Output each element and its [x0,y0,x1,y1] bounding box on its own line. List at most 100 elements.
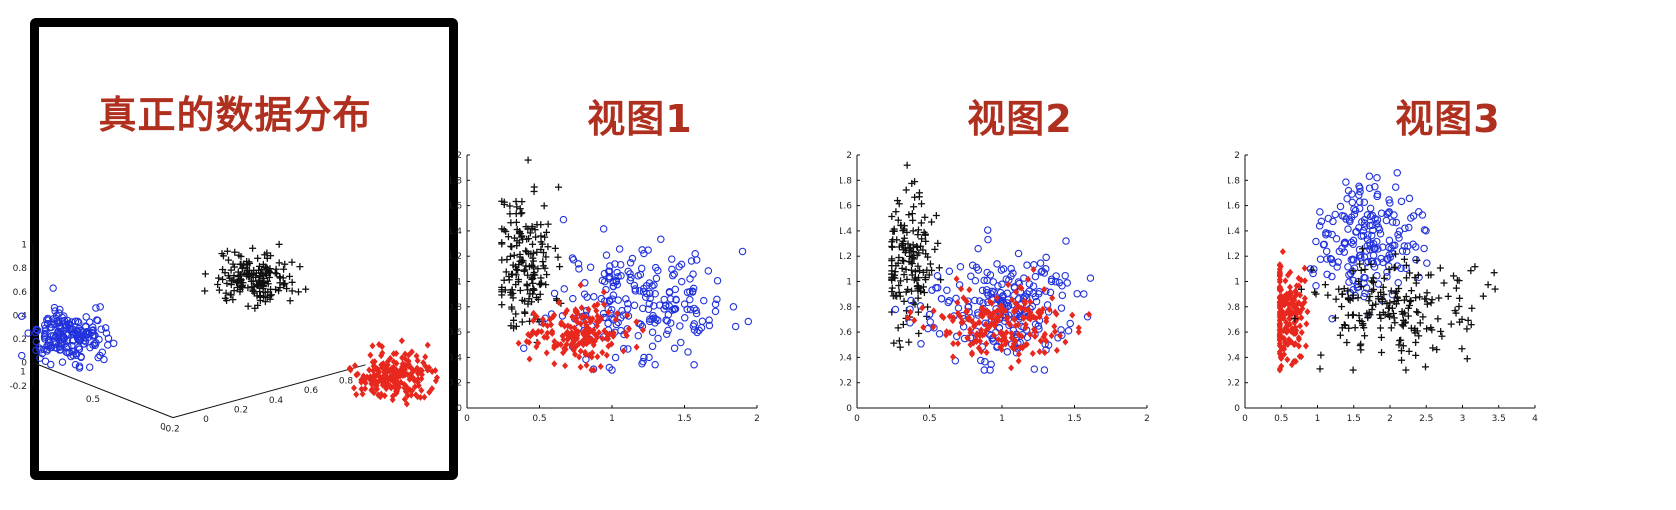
data-point [1373,258,1382,266]
data-point [1484,281,1492,289]
data-point [46,335,54,344]
data-point [1036,259,1045,267]
data-point [1399,310,1407,318]
x-tick-label: 1.5 [1347,414,1361,424]
data-point [1021,299,1028,307]
y-tick-label: 0.2 [450,379,462,389]
data-point [1349,236,1358,245]
data-point [506,210,514,218]
data-point [522,247,530,255]
data-point [604,330,611,338]
data-point [937,295,946,303]
data-point [944,298,952,307]
data-point [512,218,520,226]
data-point [930,307,937,315]
data-point [893,236,901,244]
data-point [498,256,506,264]
data-point [1338,212,1346,220]
data-point [533,313,540,321]
data-point [1062,237,1070,245]
y-tick-label: 0 [1234,404,1240,414]
data-point [973,337,980,345]
data-point [585,305,592,313]
data-point [516,250,524,258]
data-point [523,337,530,345]
data-point [971,322,978,330]
data-point [578,314,585,322]
data-point [909,227,917,235]
data-point [1344,287,1352,295]
data-point [676,322,684,330]
data-point [1293,327,1300,335]
data-point [354,370,361,378]
data-point [1394,297,1402,305]
data-point [252,273,260,281]
data-point [266,292,274,300]
data-point [918,200,926,208]
data-point [900,297,908,305]
data-point [998,280,1006,289]
data-point [1301,264,1308,272]
data-point [978,286,987,295]
y-tick-label: 0.2 [1228,379,1240,389]
data-point [387,354,394,362]
data-point [1039,305,1046,313]
data-point [623,332,630,340]
data-point [890,339,898,347]
data-point [244,302,252,310]
data-point [624,299,632,308]
data-point [946,312,953,320]
data-point [543,271,551,279]
data-point [512,271,520,279]
data-point [1312,237,1320,246]
data-point [1057,304,1066,312]
data-point [986,323,993,331]
data-point [32,325,41,334]
data-point [1018,304,1025,312]
data-point [1308,266,1316,274]
data-point [992,320,999,328]
data-point [900,225,908,233]
data-point [1406,269,1414,277]
x-tick-label: 0.6 [304,386,319,396]
data-point [660,295,669,304]
data-point [1292,287,1299,295]
data-point [626,259,635,267]
data-point [1287,288,1294,296]
data-point [296,263,304,271]
data-point [532,233,540,241]
x-tick-label: 2 [1144,414,1150,424]
data-point [1345,271,1353,279]
data-point [1464,316,1472,324]
data-point [981,306,988,314]
data-point [1447,320,1455,328]
data-point [259,269,267,277]
data-point [1276,321,1283,329]
data-point [533,248,541,256]
data-point [926,260,934,268]
data-point [72,349,80,358]
data-point [1019,344,1026,352]
data-point [1276,299,1283,307]
y-tick-label: 1.8 [1228,176,1240,186]
data-point [918,235,926,243]
data-point [1380,274,1388,282]
data-point [906,319,914,327]
data-point [1354,294,1362,302]
data-point [633,318,640,326]
data-point [680,314,689,322]
data-point [256,272,264,280]
data-point [1001,333,1008,341]
data-point [592,331,599,339]
data-point [1295,282,1302,290]
data-point [672,296,680,304]
data-point [56,305,64,314]
data-point [1434,315,1442,323]
data-point [346,364,353,372]
data-point [907,296,915,305]
data-point [1388,304,1396,312]
data-point [1390,264,1398,272]
data-point [529,290,537,298]
data-point [615,245,624,253]
data-point [1028,302,1037,311]
